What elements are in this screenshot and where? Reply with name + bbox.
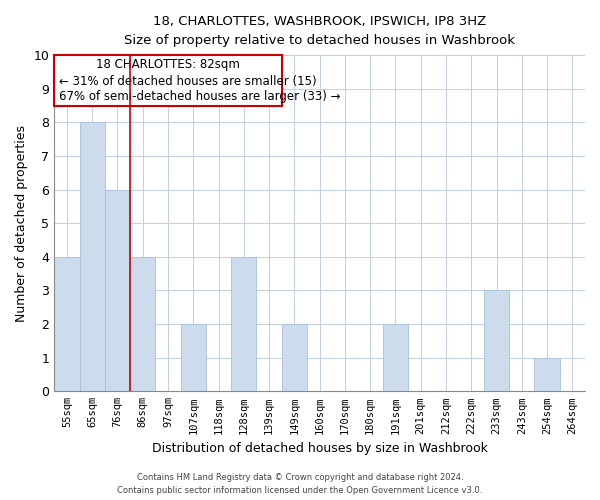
Y-axis label: Number of detached properties: Number of detached properties bbox=[15, 124, 28, 322]
Text: ← 31% of detached houses are smaller (15): ← 31% of detached houses are smaller (15… bbox=[59, 75, 317, 88]
Text: 67% of semi-detached houses are larger (33) →: 67% of semi-detached houses are larger (… bbox=[59, 90, 341, 102]
Bar bbox=[105, 190, 130, 392]
Bar bbox=[535, 358, 560, 392]
Bar bbox=[484, 290, 509, 392]
Bar bbox=[383, 324, 408, 392]
Text: Contains HM Land Registry data © Crown copyright and database right 2024.
Contai: Contains HM Land Registry data © Crown c… bbox=[118, 474, 482, 495]
X-axis label: Distribution of detached houses by size in Washbrook: Distribution of detached houses by size … bbox=[152, 442, 488, 455]
Title: 18, CHARLOTTES, WASHBROOK, IPSWICH, IP8 3HZ
Size of property relative to detache: 18, CHARLOTTES, WASHBROOK, IPSWICH, IP8 … bbox=[124, 15, 515, 47]
Bar bbox=[130, 257, 155, 392]
Bar bbox=[54, 257, 80, 392]
Bar bbox=[54, 55, 282, 106]
Bar bbox=[231, 257, 256, 392]
Bar bbox=[80, 122, 105, 392]
Bar bbox=[282, 324, 307, 392]
Bar bbox=[181, 324, 206, 392]
Text: 18 CHARLOTTES: 82sqm: 18 CHARLOTTES: 82sqm bbox=[96, 58, 240, 71]
